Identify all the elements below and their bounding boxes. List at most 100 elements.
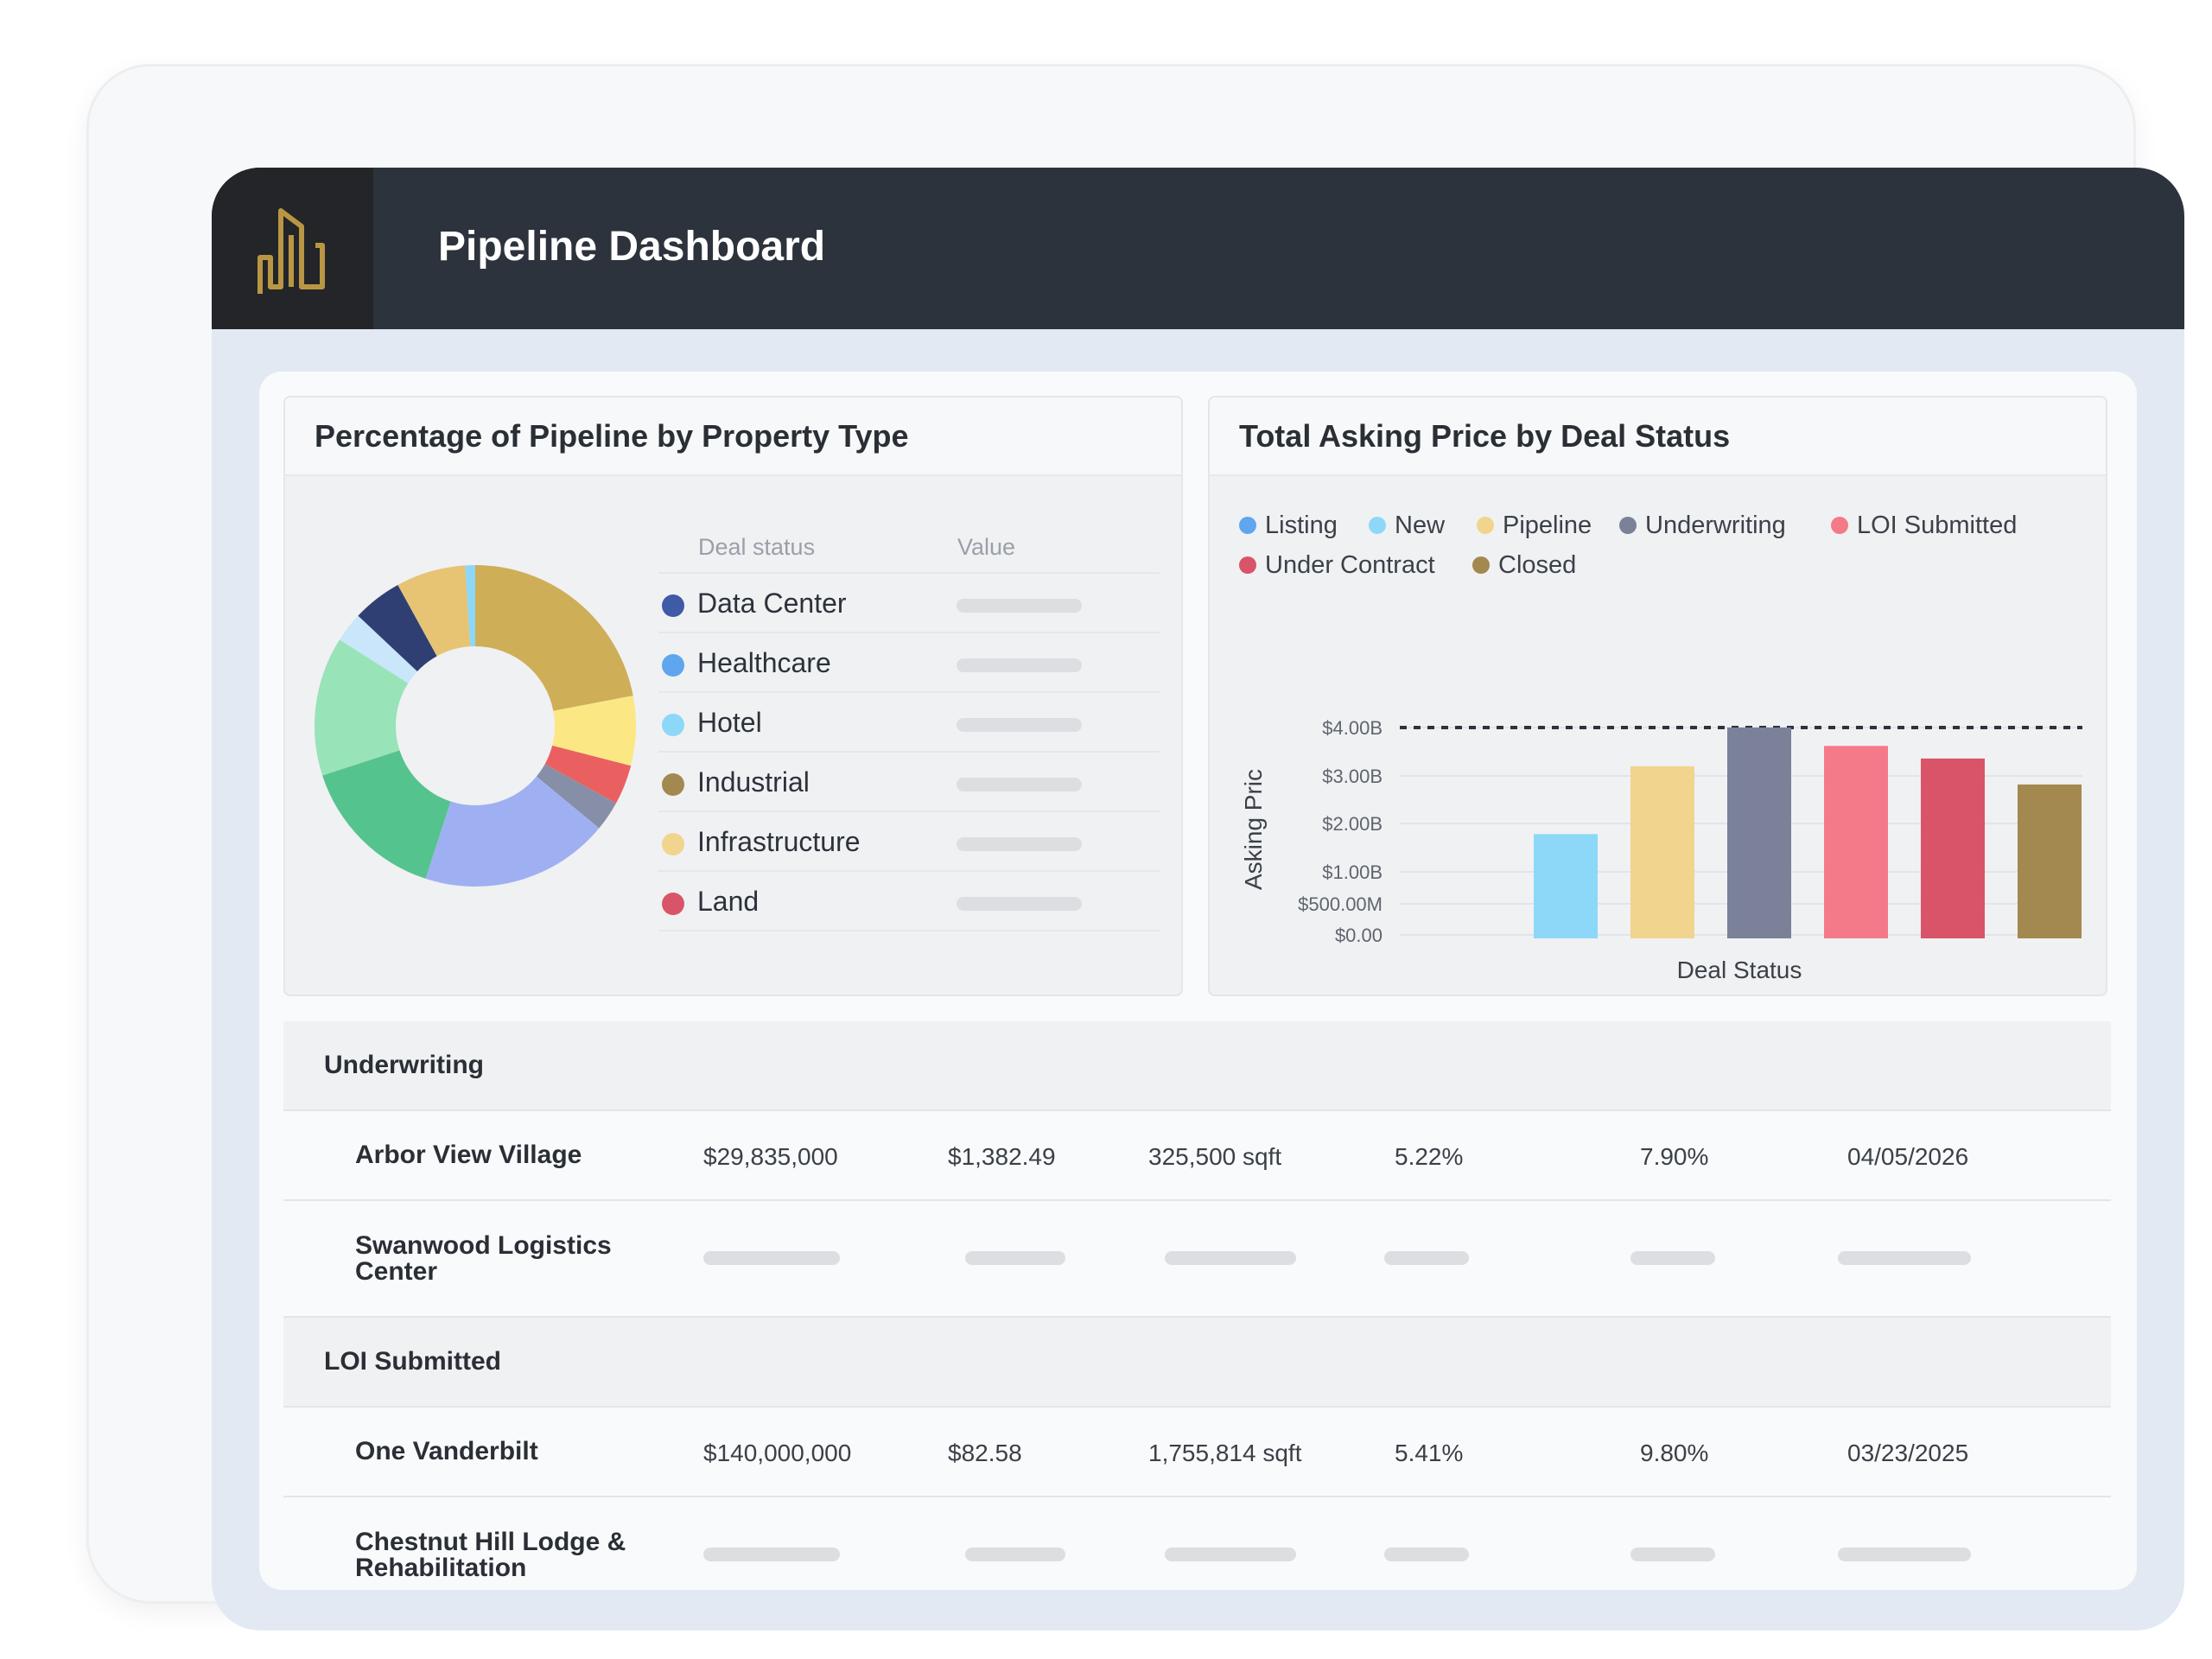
legend-label: Hotel <box>697 707 762 738</box>
app-screen: Pipeline Dashboard Percentage of Pipelin… <box>212 168 2184 1630</box>
legend-row[interactable]: Data Center <box>658 572 1160 632</box>
card-header: Percentage of Pipeline by Property Type <box>285 397 1181 476</box>
donut-slice[interactable] <box>544 745 632 804</box>
legend-item[interactable]: Underwriting <box>1619 512 1786 540</box>
legend-row[interactable]: Healthcare <box>658 632 1160 692</box>
donut-slice[interactable] <box>425 776 600 887</box>
card-header: Total Asking Price by Deal Status <box>1210 397 2106 476</box>
donut-slice[interactable] <box>536 764 616 829</box>
loading-placeholder <box>1838 1548 1971 1561</box>
logo[interactable] <box>212 168 373 329</box>
card-title: Total Asking Price by Deal Status <box>1239 418 1731 454</box>
table-cell: 5.41% <box>1395 1440 1464 1466</box>
legend-item[interactable]: LOI Submitted <box>1831 512 2017 540</box>
donut-slice[interactable] <box>322 750 451 879</box>
table-cell: $140,000,000 <box>703 1440 852 1466</box>
table-cell: 325,500 sqft <box>1148 1143 1282 1170</box>
legend-label: Land <box>697 886 760 917</box>
bar-new[interactable] <box>1534 834 1598 938</box>
donut-slice[interactable] <box>315 639 409 776</box>
table-section-header[interactable]: Underwriting <box>283 1021 2111 1111</box>
loading-placeholder <box>1630 1251 1715 1265</box>
legend-row[interactable]: Land <box>658 870 1160 931</box>
table-cell: 7.90% <box>1640 1143 1709 1170</box>
building-icon <box>257 208 325 294</box>
donut-slice[interactable] <box>475 565 633 711</box>
table-cell: 1,755,814 sqft <box>1148 1440 1302 1466</box>
legend-dot <box>1239 517 1256 534</box>
legend-divider <box>658 930 1160 931</box>
table-row[interactable]: Chestnut Hill Lodge & Rehabilitation <box>283 1497 2111 1590</box>
legend-dot <box>1831 517 1848 534</box>
table-cell: 03/23/2025 <box>1847 1440 1969 1466</box>
bar-loi-submitted[interactable] <box>1824 746 1888 938</box>
property-name: Swanwood Logistics Center <box>355 1231 612 1286</box>
property-type-card: Percentage of Pipeline by Property Type … <box>283 396 1183 996</box>
bar-closed[interactable] <box>2018 784 2082 938</box>
column-header-value: Value <box>957 534 1016 560</box>
legend-label: Listing <box>1265 512 1338 539</box>
legend-item[interactable]: Closed <box>1472 551 1576 580</box>
loading-placeholder <box>965 1548 1065 1561</box>
property-name: One Vanderbilt <box>355 1437 538 1465</box>
loading-placeholder <box>1165 1251 1296 1265</box>
dashboard-content: Percentage of Pipeline by Property Type … <box>259 372 2137 1590</box>
legend-label: New <box>1395 512 1446 539</box>
y-tick-label: $4.00B <box>1322 717 1382 739</box>
legend-row[interactable]: Hotel <box>658 691 1160 752</box>
legend-dot <box>662 893 684 915</box>
table-cell: 9.80% <box>1640 1440 1709 1466</box>
legend-dot <box>662 714 684 736</box>
table-cell: 5.22% <box>1395 1143 1464 1170</box>
loading-placeholder <box>1384 1548 1469 1561</box>
donut-slice[interactable] <box>465 565 475 647</box>
y-tick-label: $2.00B <box>1322 813 1382 835</box>
legend-label: Closed <box>1498 551 1577 579</box>
asking-price-card: Total Asking Price by Deal Status Listin… <box>1208 396 2107 996</box>
table-row[interactable]: One Vanderbilt $140,000,000 $82.58 1,755,81… <box>283 1408 2111 1497</box>
value-placeholder <box>957 897 1082 911</box>
loading-placeholder <box>965 1251 1065 1265</box>
value-placeholder <box>957 599 1082 613</box>
table-cell: $1,382.49 <box>948 1143 1056 1170</box>
loading-placeholder <box>703 1251 840 1265</box>
y-tick-label: $500.00M <box>1298 893 1382 915</box>
bar-under-contract[interactable] <box>1921 758 1985 938</box>
loading-placeholder <box>1165 1548 1296 1561</box>
donut-slice[interactable] <box>358 585 437 672</box>
legend-item[interactable]: New <box>1369 512 1445 540</box>
donut-slice[interactable] <box>339 615 417 683</box>
y-tick-label: $3.00B <box>1322 766 1382 787</box>
card-title: Percentage of Pipeline by Property Type <box>315 418 909 454</box>
table-cell: $82.58 <box>948 1440 1022 1466</box>
value-placeholder <box>957 658 1082 672</box>
table-section-header[interactable]: LOI Submitted <box>283 1318 2111 1408</box>
bar-underwriting[interactable] <box>1727 728 1791 938</box>
table-cell: $29,835,000 <box>703 1143 838 1170</box>
table-row[interactable]: Arbor View Village $29,835,000 $1,382.49 32… <box>283 1111 2111 1201</box>
legend-row[interactable]: Industrial <box>658 751 1160 811</box>
loading-placeholder <box>703 1548 840 1561</box>
legend-dot <box>662 654 684 677</box>
table-row[interactable]: Swanwood Logistics Center <box>283 1201 2111 1318</box>
value-placeholder <box>957 837 1082 851</box>
legend-dot <box>1477 517 1494 534</box>
section-label: Underwriting <box>324 1051 484 1079</box>
legend-item[interactable]: Pipeline <box>1477 512 1592 540</box>
legend-dot <box>1239 556 1256 574</box>
tablet-frame: Pipeline Dashboard Percentage of Pipelin… <box>86 64 2184 1630</box>
x-axis-label: Deal Status <box>1677 957 1802 983</box>
legend-row[interactable]: Infrastructure <box>658 810 1160 871</box>
column-header-status: Deal status <box>698 534 816 560</box>
donut-slice[interactable] <box>397 565 471 657</box>
legend-dot <box>1369 517 1386 534</box>
top-bar: Pipeline Dashboard <box>212 168 2184 329</box>
legend-label: Industrial <box>697 766 810 798</box>
legend-label: Under Contract <box>1265 551 1435 579</box>
section-label: LOI Submitted <box>324 1347 501 1376</box>
bar-pipeline[interactable] <box>1630 766 1694 938</box>
legend-dot <box>662 833 684 855</box>
legend-item[interactable]: Listing <box>1239 512 1338 540</box>
donut-slice[interactable] <box>552 696 636 766</box>
legend-item[interactable]: Under Contract <box>1239 551 1435 580</box>
